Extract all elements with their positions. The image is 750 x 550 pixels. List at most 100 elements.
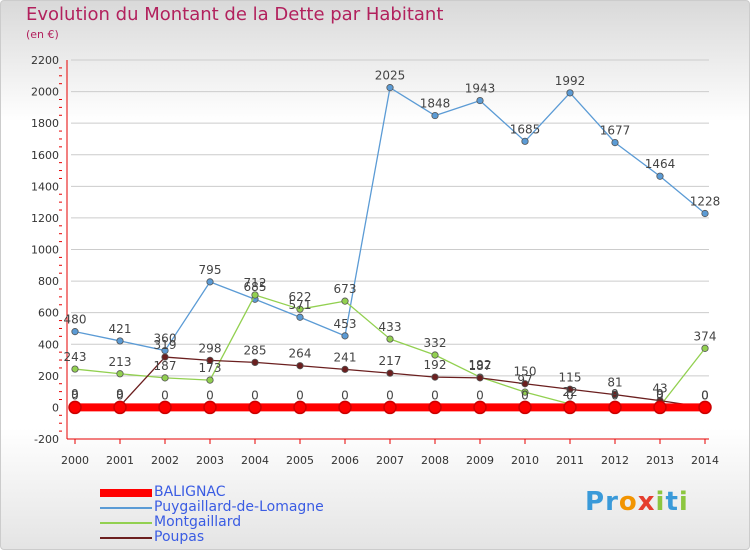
data-label: 685 bbox=[244, 280, 267, 294]
data-point bbox=[206, 278, 214, 286]
data-point bbox=[518, 400, 532, 415]
data-point bbox=[206, 376, 214, 384]
x-tick-label: 2002 bbox=[151, 454, 179, 467]
data-label: 1677 bbox=[600, 124, 631, 138]
x-tick-label: 2000 bbox=[61, 454, 89, 467]
legend-label: Montgaillard bbox=[154, 514, 242, 530]
axis-layer: -200020040060080010001200140016001800200… bbox=[31, 54, 719, 467]
data-point bbox=[566, 89, 574, 97]
data-label: 173 bbox=[199, 361, 222, 375]
data-point bbox=[611, 391, 619, 399]
data-label: 150 bbox=[514, 365, 537, 379]
data-label: 1992 bbox=[555, 74, 586, 88]
data-point bbox=[161, 374, 169, 382]
data-label-layer: 0 0 0 0 0 0 0 0 0 0 0 0 0 0 0 480 421 360 795 685 571 453 2025… bbox=[64, 69, 721, 403]
data-label: 241 bbox=[334, 350, 357, 364]
y-tick-label: 400 bbox=[38, 338, 59, 351]
data-point bbox=[116, 370, 124, 378]
data-point bbox=[206, 356, 214, 364]
data-label: 795 bbox=[199, 263, 222, 277]
data-label: 360 bbox=[154, 332, 177, 346]
data-label: 1848 bbox=[420, 97, 451, 111]
y-tick-label: 1800 bbox=[31, 117, 59, 130]
data-label: 0 bbox=[656, 388, 664, 402]
data-point bbox=[611, 138, 619, 147]
data-point bbox=[386, 84, 394, 92]
x-tick-label: 2012 bbox=[601, 454, 629, 467]
data-label: 712 bbox=[244, 276, 267, 290]
data-point bbox=[116, 337, 124, 345]
x-tick-label: 2006 bbox=[331, 454, 359, 467]
data-label: 9 bbox=[656, 387, 664, 401]
data-label: 0 bbox=[341, 388, 349, 402]
data-point bbox=[521, 137, 529, 145]
data-label: 0 bbox=[701, 388, 709, 402]
data-label: 319 bbox=[154, 338, 177, 352]
x-tick-label: 2010 bbox=[511, 454, 539, 467]
data-point bbox=[476, 96, 484, 105]
data-label: 192 bbox=[469, 358, 492, 372]
data-point bbox=[386, 335, 394, 343]
data-label: 0 bbox=[71, 388, 79, 402]
y-tick-label: 1600 bbox=[31, 149, 59, 162]
data-label: 1685 bbox=[510, 122, 541, 136]
data-point bbox=[158, 400, 172, 415]
data-label: 9 bbox=[116, 387, 124, 401]
data-point bbox=[608, 400, 622, 415]
data-label: 0 bbox=[116, 388, 124, 402]
data-point bbox=[296, 362, 304, 370]
y-tick-label: 0 bbox=[52, 401, 59, 414]
data-label: 187 bbox=[154, 359, 177, 373]
legend-label: BALIGNAC bbox=[154, 484, 226, 500]
y-tick-label: 1400 bbox=[31, 180, 59, 193]
data-label: 673 bbox=[334, 282, 357, 296]
data-point bbox=[71, 365, 79, 373]
data-label: 0 bbox=[521, 388, 529, 402]
chart-title: Evolution du Montant de la Dette par Hab… bbox=[26, 4, 444, 25]
data-label: 187 bbox=[469, 359, 492, 373]
x-tick-label: 2003 bbox=[196, 454, 224, 467]
data-label: 433 bbox=[379, 320, 402, 334]
y-tick-label: 2000 bbox=[31, 86, 59, 99]
y-tick-label: 800 bbox=[38, 275, 59, 288]
data-label: 97 bbox=[517, 373, 532, 387]
y-tick-label: 600 bbox=[38, 307, 59, 320]
x-tick-label: 2007 bbox=[376, 454, 404, 467]
data-label: 1228 bbox=[690, 194, 721, 208]
proxiti-logo: Proxiti bbox=[585, 487, 689, 517]
data-point bbox=[338, 400, 352, 415]
data-label: 192 bbox=[424, 358, 447, 372]
x-tick-label: 2014 bbox=[691, 454, 719, 467]
data-label: 0 bbox=[161, 388, 169, 402]
data-point bbox=[68, 400, 82, 415]
data-label: 115 bbox=[559, 370, 582, 384]
data-label: 2025 bbox=[375, 69, 406, 83]
data-point bbox=[296, 305, 304, 313]
data-point bbox=[386, 369, 394, 377]
data-label: 285 bbox=[244, 343, 267, 357]
data-label: 243 bbox=[64, 350, 87, 364]
data-point bbox=[653, 400, 667, 415]
data-label: 0 bbox=[476, 388, 484, 402]
data-point bbox=[656, 172, 664, 180]
data-point bbox=[341, 365, 349, 373]
data-label: 22 bbox=[562, 385, 577, 399]
data-point bbox=[341, 297, 349, 305]
series-layer bbox=[68, 84, 712, 415]
data-label: 81 bbox=[607, 376, 622, 390]
y-tick-label: 200 bbox=[38, 370, 59, 383]
data-label: 9 bbox=[611, 387, 619, 401]
data-point bbox=[428, 400, 442, 415]
data-label: 0 bbox=[251, 388, 259, 402]
data-point bbox=[476, 374, 484, 382]
data-point bbox=[161, 353, 169, 361]
data-label: 571 bbox=[289, 298, 312, 312]
data-label: 1943 bbox=[465, 82, 496, 96]
x-tick-label: 2013 bbox=[646, 454, 674, 467]
data-point bbox=[566, 385, 574, 393]
data-label: 298 bbox=[199, 341, 222, 355]
data-label: 9 bbox=[71, 387, 79, 401]
data-point bbox=[521, 380, 529, 388]
data-label: 0 bbox=[566, 388, 574, 402]
